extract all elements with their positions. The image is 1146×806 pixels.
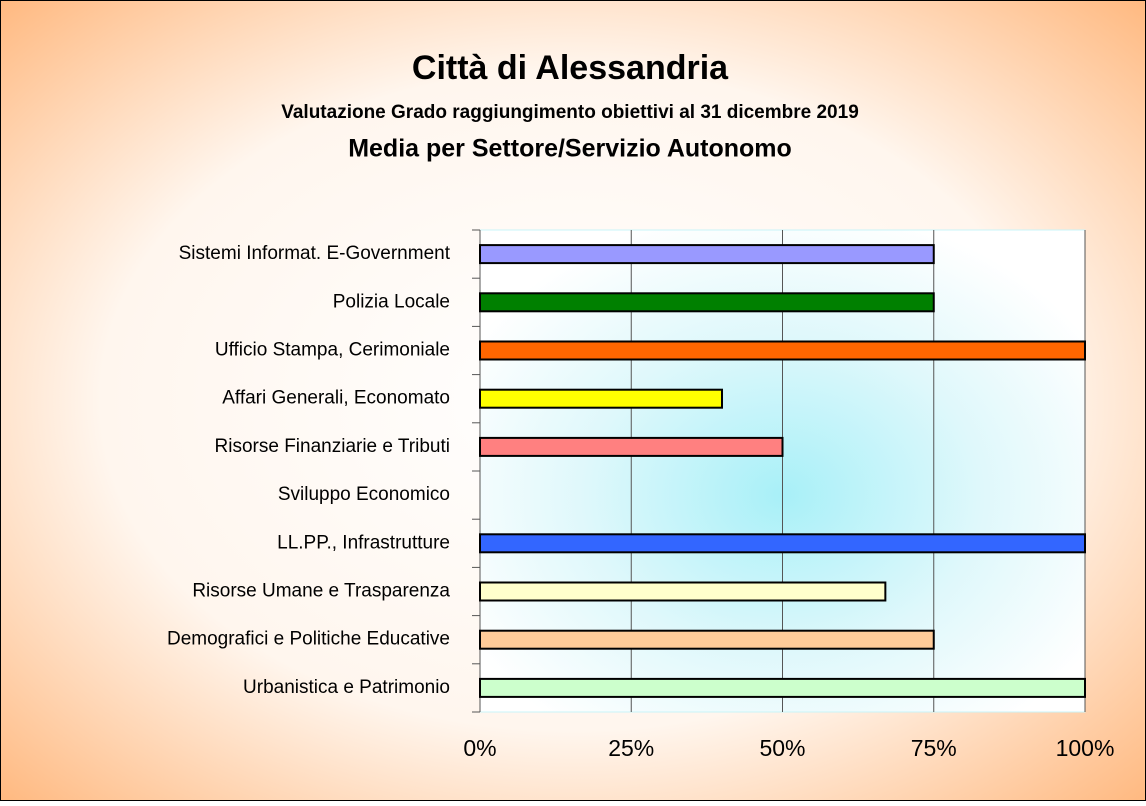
bar [479,533,1086,554]
bar [479,244,935,265]
y-tick-label: Urbanistica e Patrimonio [243,677,450,698]
bar [479,581,887,602]
bar [479,677,1086,698]
x-tick-label: 100% [1056,735,1115,761]
chart-subtitle: Media per Settore/Servizio Autonomo [348,135,792,163]
bar [479,436,784,457]
x-tick-label: 75% [911,735,957,761]
y-tick-label: Affari Generali, Economato [222,388,450,409]
chart-title: Città di Alessandria [412,49,729,87]
bar [479,629,935,650]
x-tick-label: 25% [608,735,654,761]
chart-subtitle: Valutazione Grado raggiungimento obietti… [281,102,859,123]
x-tick-label: 50% [759,735,805,761]
plot: 0% 25% 50% 75% 100% Sistemi Informat. E-Gover… [167,229,1115,761]
x-tick-label: 0% [463,735,496,761]
y-tick-label: Polizia Locale [333,291,450,312]
bar [479,340,1086,361]
y-tick-label: Risorse Finanziarie e Tributi [215,436,450,457]
bar [479,292,935,313]
bar [479,388,723,409]
y-tick-label: Risorse Umane e Trasparenza [192,581,450,602]
y-tick-label: Sviluppo Economico [278,484,450,505]
y-tick-label: Sistemi Informat. E-Government [179,243,451,264]
y-tick-label: LL.PP., Infrastrutture [277,532,450,553]
y-tick-label: Demografici e Politiche Educative [167,629,450,650]
y-tick-label: Ufficio Stampa, Cerimoniale [215,340,450,361]
